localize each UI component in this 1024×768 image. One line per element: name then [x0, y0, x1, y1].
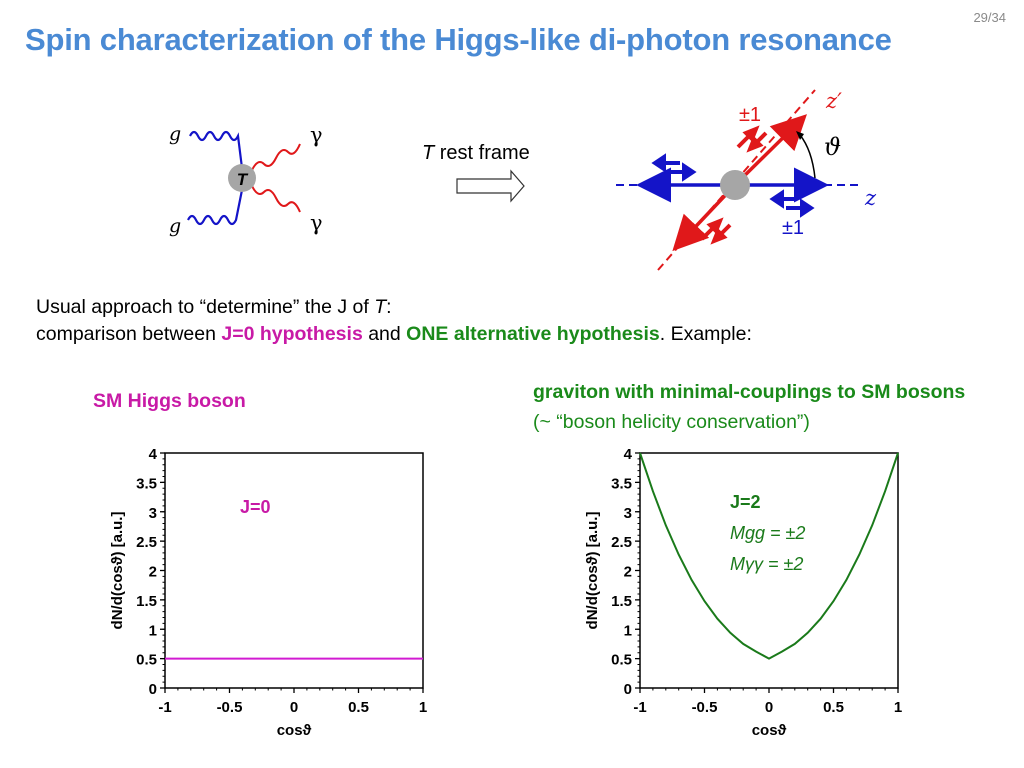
physics-diagrams: T g g γ γ — [169, 89, 877, 271]
y-tick-label: 0 — [149, 681, 157, 698]
annotation-j0: J=0 — [240, 497, 271, 517]
y-tick-label: 1.5 — [136, 593, 157, 610]
vertex-blob — [228, 164, 256, 192]
red-helicity-arrows-bottom — [700, 217, 732, 245]
y-tick-label: 2 — [149, 564, 157, 581]
vertex-label: T — [237, 170, 249, 189]
frame-blob — [720, 170, 750, 200]
x-tick-label: 1 — [419, 699, 427, 716]
y-tick-label: 1.5 — [611, 593, 632, 610]
y-tick-label: 2 — [624, 564, 632, 581]
gluon-label-top: g — [169, 123, 181, 145]
blue-helicity-label: ±1 — [782, 217, 804, 239]
frame-diagram: ±1 ±1 z′ z ϑ — [616, 89, 877, 271]
intro-text: Usual approach to “determine” the J of T… — [36, 294, 752, 348]
x-tick-label: -0.5 — [692, 699, 718, 716]
feynman-diagram: T g g γ γ — [169, 123, 323, 237]
x-tick-label: 0 — [765, 699, 773, 716]
x-tick-label: -0.5 — [217, 699, 243, 716]
z-prime-label: z′ — [825, 89, 842, 113]
blue-helicity-arrows-left — [651, 153, 697, 182]
x-axis-label: cosϑ — [277, 722, 312, 739]
y-tick-label: 1 — [149, 622, 157, 639]
angle-label: ϑ — [824, 133, 841, 161]
y-tick-label: 3.5 — [136, 475, 157, 492]
chart-j0: 0 0.5 1 1.5 2 2.5 3 3.5 4 -1 -0.5 0 0.5 1 cosϑ dN/d(cos… — [109, 446, 427, 739]
page-number: 29/34 — [973, 10, 1006, 25]
y-tick-label: 3 — [624, 505, 632, 522]
plot-frame — [164, 452, 424, 689]
y-tick-label: 1 — [624, 622, 632, 639]
y-tick-label: 3 — [149, 505, 157, 522]
x-tick-label: -1 — [633, 699, 646, 716]
intro-line-2: comparison between J=0 hypothesis and ON… — [36, 323, 752, 345]
x-tick-label: 0.5 — [348, 699, 369, 716]
photon-label-top: γ — [310, 123, 323, 147]
photon-label-bottom: γ — [310, 211, 323, 235]
graviton-label: graviton with minimal-couplings to SM bo… — [533, 381, 966, 433]
y-tick-label: 3.5 — [611, 475, 632, 492]
gluon-line-bottom — [187, 189, 244, 226]
x-axis-label: cosϑ — [752, 722, 787, 739]
chart-j2: 0 0.5 1 1.5 2 2.5 3 3.5 4 -1 -0.5 0 0.5 1 cosϑ dN/d(cos… — [584, 446, 902, 739]
photon-line-bottom — [251, 185, 301, 213]
sm-higgs-label: SM Higgs boson — [93, 390, 246, 412]
transform-arrow — [456, 169, 525, 203]
rest-frame-label: T rest frame — [422, 142, 530, 164]
red-helicity-arrows-top — [736, 125, 768, 153]
y-tick-label: 0.5 — [136, 652, 157, 669]
x-tick-label: 1 — [894, 699, 902, 716]
x-tick-label: 0.5 — [823, 699, 844, 716]
y-axis-label: dN/d(cosϑ) [a.u.] — [109, 512, 126, 630]
photon-line-top — [251, 143, 301, 171]
y-tick-label: 0 — [624, 681, 632, 698]
annotation-mgammagamma: Mγγ = ±2 — [730, 554, 803, 574]
x-tick-label: 0 — [290, 699, 298, 716]
z-label: z — [864, 186, 877, 210]
series-line — [639, 452, 899, 660]
y-tick-label: 0.5 — [611, 652, 632, 669]
slide-title: Spin characterization of the Higgs-like … — [25, 22, 892, 57]
y-tick-label: 4 — [149, 446, 158, 463]
y-tick-label: 2.5 — [136, 534, 157, 551]
intro-line-1: Usual approach to “determine” the J of T… — [36, 296, 392, 318]
gluon-label-bottom: g — [169, 215, 181, 237]
x-tick-label: -1 — [158, 699, 171, 716]
y-tick-label: 4 — [624, 446, 633, 463]
y-tick-label: 2.5 — [611, 534, 632, 551]
red-helicity-label: ±1 — [739, 104, 761, 126]
annotation-mgg: Mgg = ±2 — [730, 523, 805, 543]
angle-arc — [799, 134, 816, 179]
blue-helicity-arrows-right — [769, 189, 815, 218]
gluon-line-top — [189, 130, 244, 169]
y-axis-label: dN/d(cosϑ) [a.u.] — [584, 512, 601, 630]
annotation-j2: J=2 — [730, 492, 761, 512]
